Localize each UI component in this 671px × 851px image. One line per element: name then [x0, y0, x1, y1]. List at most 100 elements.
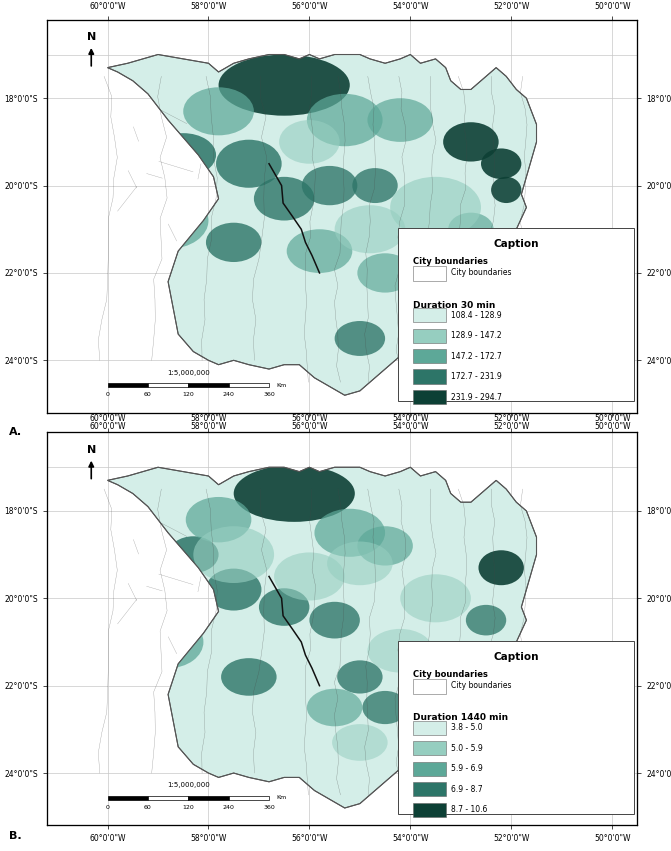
Ellipse shape — [362, 691, 408, 724]
Bar — [413, 782, 446, 797]
Text: City boundaries: City boundaries — [413, 258, 488, 266]
Bar — [189, 383, 229, 387]
Text: 1:5,000,000: 1:5,000,000 — [167, 369, 209, 375]
Ellipse shape — [186, 497, 252, 542]
Ellipse shape — [478, 551, 524, 585]
Polygon shape — [107, 54, 537, 395]
Text: 0: 0 — [105, 805, 109, 810]
Ellipse shape — [315, 509, 385, 557]
Bar — [189, 796, 229, 800]
Text: Duration 1440 min: Duration 1440 min — [413, 713, 508, 722]
Ellipse shape — [259, 588, 309, 625]
Bar — [413, 308, 446, 323]
Text: Caption: Caption — [494, 652, 539, 662]
Ellipse shape — [327, 541, 393, 585]
Text: 5.0 - 5.9: 5.0 - 5.9 — [452, 744, 483, 753]
Bar — [413, 328, 446, 343]
Ellipse shape — [193, 526, 274, 583]
Text: City boundaries: City boundaries — [452, 681, 512, 690]
Ellipse shape — [481, 148, 521, 179]
Ellipse shape — [335, 205, 405, 254]
Ellipse shape — [411, 277, 461, 312]
Ellipse shape — [279, 120, 340, 163]
Text: B.: B. — [9, 831, 21, 841]
Ellipse shape — [358, 254, 413, 293]
Bar — [148, 383, 189, 387]
Text: 128.9 - 147.2: 128.9 - 147.2 — [452, 331, 502, 340]
Text: Km: Km — [276, 796, 287, 801]
Text: 120: 120 — [183, 805, 194, 810]
Ellipse shape — [425, 317, 496, 360]
Ellipse shape — [456, 254, 516, 293]
Ellipse shape — [127, 192, 209, 249]
Bar — [107, 383, 148, 387]
Bar — [413, 349, 446, 363]
Bar — [413, 741, 446, 756]
Text: 231.9 - 294.7: 231.9 - 294.7 — [452, 392, 503, 402]
Text: 5.9 - 6.9: 5.9 - 6.9 — [452, 764, 483, 774]
Ellipse shape — [168, 536, 219, 573]
Ellipse shape — [302, 166, 358, 205]
Ellipse shape — [183, 88, 254, 135]
Bar — [107, 796, 148, 800]
Bar — [413, 762, 446, 776]
Ellipse shape — [448, 213, 494, 246]
Ellipse shape — [274, 552, 345, 601]
Ellipse shape — [476, 647, 527, 682]
Ellipse shape — [234, 465, 355, 522]
Ellipse shape — [352, 168, 398, 203]
Ellipse shape — [368, 629, 433, 672]
Text: Caption: Caption — [494, 239, 539, 249]
Text: 1:5,000,000: 1:5,000,000 — [167, 782, 209, 788]
Bar — [413, 369, 446, 384]
Ellipse shape — [216, 140, 282, 188]
Bar — [399, 641, 635, 814]
Ellipse shape — [335, 321, 385, 356]
Text: 3.8 - 5.0: 3.8 - 5.0 — [452, 723, 483, 733]
Text: 60: 60 — [144, 392, 152, 397]
Ellipse shape — [307, 94, 382, 146]
Text: Duration 30 min: Duration 30 min — [413, 300, 495, 310]
Ellipse shape — [390, 177, 481, 238]
Text: 8.7 - 10.6: 8.7 - 10.6 — [452, 805, 488, 814]
Text: 108.4 - 128.9: 108.4 - 128.9 — [452, 311, 502, 320]
Text: 0: 0 — [105, 392, 109, 397]
Polygon shape — [107, 467, 537, 808]
Text: 6.9 - 8.7: 6.9 - 8.7 — [452, 785, 483, 794]
Bar — [413, 679, 446, 694]
Text: City boundaries: City boundaries — [452, 268, 512, 277]
Bar — [413, 802, 446, 817]
Ellipse shape — [150, 133, 216, 177]
Ellipse shape — [221, 658, 276, 696]
Text: N: N — [87, 32, 96, 43]
Ellipse shape — [358, 526, 413, 566]
Text: Km: Km — [276, 383, 287, 388]
Text: 360: 360 — [263, 392, 275, 397]
Ellipse shape — [133, 616, 203, 668]
Bar — [413, 390, 446, 404]
Text: 60: 60 — [144, 805, 152, 810]
Text: 172.7 - 231.9: 172.7 - 231.9 — [452, 372, 502, 381]
Ellipse shape — [307, 688, 362, 726]
Text: 147.2 - 172.7: 147.2 - 172.7 — [452, 351, 502, 361]
Text: N: N — [87, 445, 96, 455]
Ellipse shape — [491, 177, 521, 203]
Ellipse shape — [332, 724, 388, 761]
Bar — [148, 796, 189, 800]
Ellipse shape — [443, 123, 499, 162]
Ellipse shape — [206, 568, 262, 610]
Text: 360: 360 — [263, 805, 275, 810]
Ellipse shape — [443, 688, 499, 726]
Text: City boundaries: City boundaries — [413, 671, 488, 679]
Ellipse shape — [337, 660, 382, 694]
Ellipse shape — [219, 54, 350, 116]
Text: 240: 240 — [223, 805, 235, 810]
Text: 240: 240 — [223, 392, 235, 397]
Ellipse shape — [287, 229, 352, 273]
Bar — [229, 796, 269, 800]
Text: 120: 120 — [183, 392, 194, 397]
Ellipse shape — [466, 605, 506, 636]
Bar — [413, 266, 446, 281]
Bar — [399, 228, 635, 401]
Ellipse shape — [413, 705, 458, 736]
